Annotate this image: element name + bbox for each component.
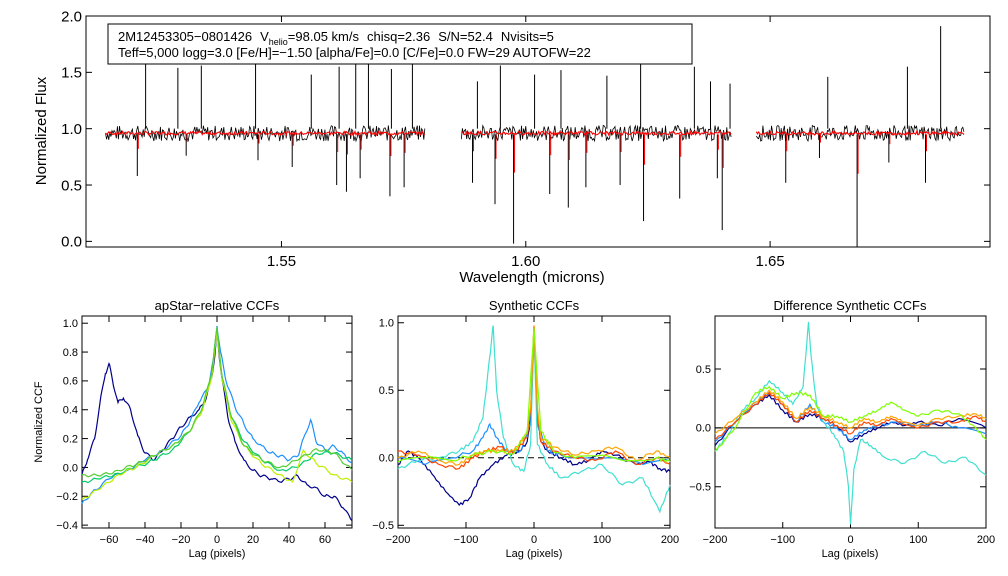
annotation-box: [107, 23, 693, 65]
ccf-series-line: [81, 333, 353, 500]
y-tick-label: 0.5: [696, 364, 711, 376]
x-tick-label: 20: [247, 534, 259, 546]
ccf-apstar-xlabel: Lag (pixels): [189, 548, 246, 560]
ccf-apstar-panel: apStar−relative CCFs −60 −40 −20 0 20 40 60 −0.…: [33, 298, 353, 560]
ccf-series-line: [397, 325, 671, 514]
vhelio-prefix: V: [260, 29, 269, 44]
ccf-synthetic-title: Synthetic CCFs: [489, 298, 580, 313]
ccf-series-line: [81, 330, 353, 522]
ccf-difference-panel: Difference Synthetic CCFs −200 −100 0 100 20…: [689, 298, 995, 560]
x-tick-label: 200: [977, 534, 995, 546]
ccf-synthetic-lines: [397, 325, 671, 514]
spectrum-xlabel: Wavelength (microns): [459, 269, 604, 286]
x-tick-label: 60: [319, 534, 331, 546]
y-tick-label: 1.0: [61, 121, 82, 138]
ccf-series-line: [714, 321, 987, 525]
vhelio-value: =98.05 km/s: [288, 29, 360, 44]
x-tick-label: −100: [770, 534, 795, 546]
x-tick-label: −200: [386, 534, 411, 546]
x-tick-label: −200: [703, 534, 728, 546]
x-tick-label: 100: [909, 534, 927, 546]
snr-value: S/N=52.4: [438, 29, 493, 44]
y-tick-label: 1.0: [379, 318, 394, 330]
spectrum-lines: [105, 25, 965, 247]
x-tick-label: −20: [172, 534, 191, 546]
nvisits-value: Nvisits=5: [501, 29, 554, 44]
ccf-difference-ticks: −200 −100 0 100 200 −0.5 0.0 0.5: [689, 316, 995, 546]
ccf-difference-title: Difference Synthetic CCFs: [774, 298, 927, 313]
annotation-line-1: 2M12453305−0801426 Vhelio=98.05 km/s chisq…: [118, 29, 554, 47]
ccf-series-line: [397, 325, 671, 466]
y-tick-label: 0.0: [379, 453, 394, 465]
x-tick-label: 0: [531, 534, 537, 546]
x-tick-label: −100: [454, 534, 479, 546]
ccf-synthetic-xlabel: Lag (pixels): [506, 548, 563, 560]
y-tick-label: −0.5: [689, 482, 711, 494]
ccf-series-line: [714, 389, 987, 435]
x-tick-label: 1.60: [511, 253, 540, 270]
y-tick-label: 0.0: [63, 462, 78, 474]
spectrum-frame: [85, 15, 991, 248]
ccf-synthetic-ticks: −200 −100 0 100 200 −0.5 0.0 0.5 1.0: [372, 316, 679, 546]
y-tick-label: 2.0: [61, 8, 82, 25]
y-tick-label: 0.4: [63, 405, 78, 417]
ccf-apstar-lines: [81, 326, 353, 522]
spectrum-ticks: 1.55 1.60 1.65 0.0 0.5 1.0 1.5 2.0: [61, 8, 990, 270]
x-tick-label: 200: [661, 534, 679, 546]
ccf-apstar-title: apStar−relative CCFs: [155, 298, 280, 313]
x-tick-label: 1.65: [756, 253, 785, 270]
y-tick-label: −0.2: [56, 491, 78, 503]
ccf-series-line: [81, 326, 353, 504]
y-tick-label: 0.2: [63, 433, 78, 445]
y-tick-label: 1.0: [63, 318, 78, 330]
chisq-value: chisq=2.36: [367, 29, 430, 44]
y-tick-label: 0.0: [61, 234, 82, 251]
model-spectrum: [755, 130, 965, 137]
model-spectrum: [461, 130, 732, 137]
ccf-difference-lines: [714, 321, 987, 525]
ccf-difference-xlabel: Lag (pixels): [822, 548, 879, 560]
x-tick-label: 1.55: [267, 253, 296, 270]
vhelio-sub: helio: [269, 37, 288, 47]
ccf-series-line: [714, 391, 987, 441]
y-tick-label: 0.8: [63, 347, 78, 359]
star-id: 2M12453305−0801426: [118, 29, 252, 44]
ccf-series-line: [397, 328, 671, 464]
model-spectrum: [105, 129, 425, 137]
x-tick-label: 100: [593, 534, 611, 546]
y-tick-label: 0.6: [63, 376, 78, 388]
y-tick-label: 1.5: [61, 65, 82, 82]
y-tick-label: −0.5: [372, 520, 394, 532]
y-tick-label: 0.5: [61, 177, 82, 194]
ccf-synthetic-panel: Synthetic CCFs −200 −100 0 100 200 −0.5 0.0 0.5…: [372, 298, 679, 560]
x-tick-label: 0: [214, 534, 220, 546]
y-tick-label: 0.5: [379, 385, 394, 397]
ccf-series-line: [81, 328, 353, 484]
ccf-apstar-ticks: −60 −40 −20 0 20 40 60 −0.4 −0.2 0.0 0.2 0.4 0.6 0.8 1…: [56, 316, 352, 546]
ccf-series-line: [714, 385, 987, 452]
ccf-apstar-ylabel: Normalized CCF: [33, 381, 45, 463]
spectrum-panel: 1.55 1.60 1.65 0.0 0.5 1.0 1.5 2.0 2M12453305−0…: [33, 8, 991, 286]
x-tick-label: 40: [283, 534, 295, 546]
observed-spectrum: [460, 124, 732, 143]
spectrum-ylabel: Normalized Flux: [33, 76, 50, 185]
x-tick-label: 0: [847, 534, 853, 546]
ccf-series-line: [81, 327, 353, 478]
x-tick-label: −40: [136, 534, 155, 546]
y-tick-label: 0.0: [696, 423, 711, 435]
annotation-line-2: Teff=5,000 logg=3.0 [Fe/H]=−1.50 [alpha/…: [118, 45, 591, 60]
x-tick-label: −60: [100, 534, 119, 546]
y-tick-label: −0.4: [56, 520, 78, 532]
